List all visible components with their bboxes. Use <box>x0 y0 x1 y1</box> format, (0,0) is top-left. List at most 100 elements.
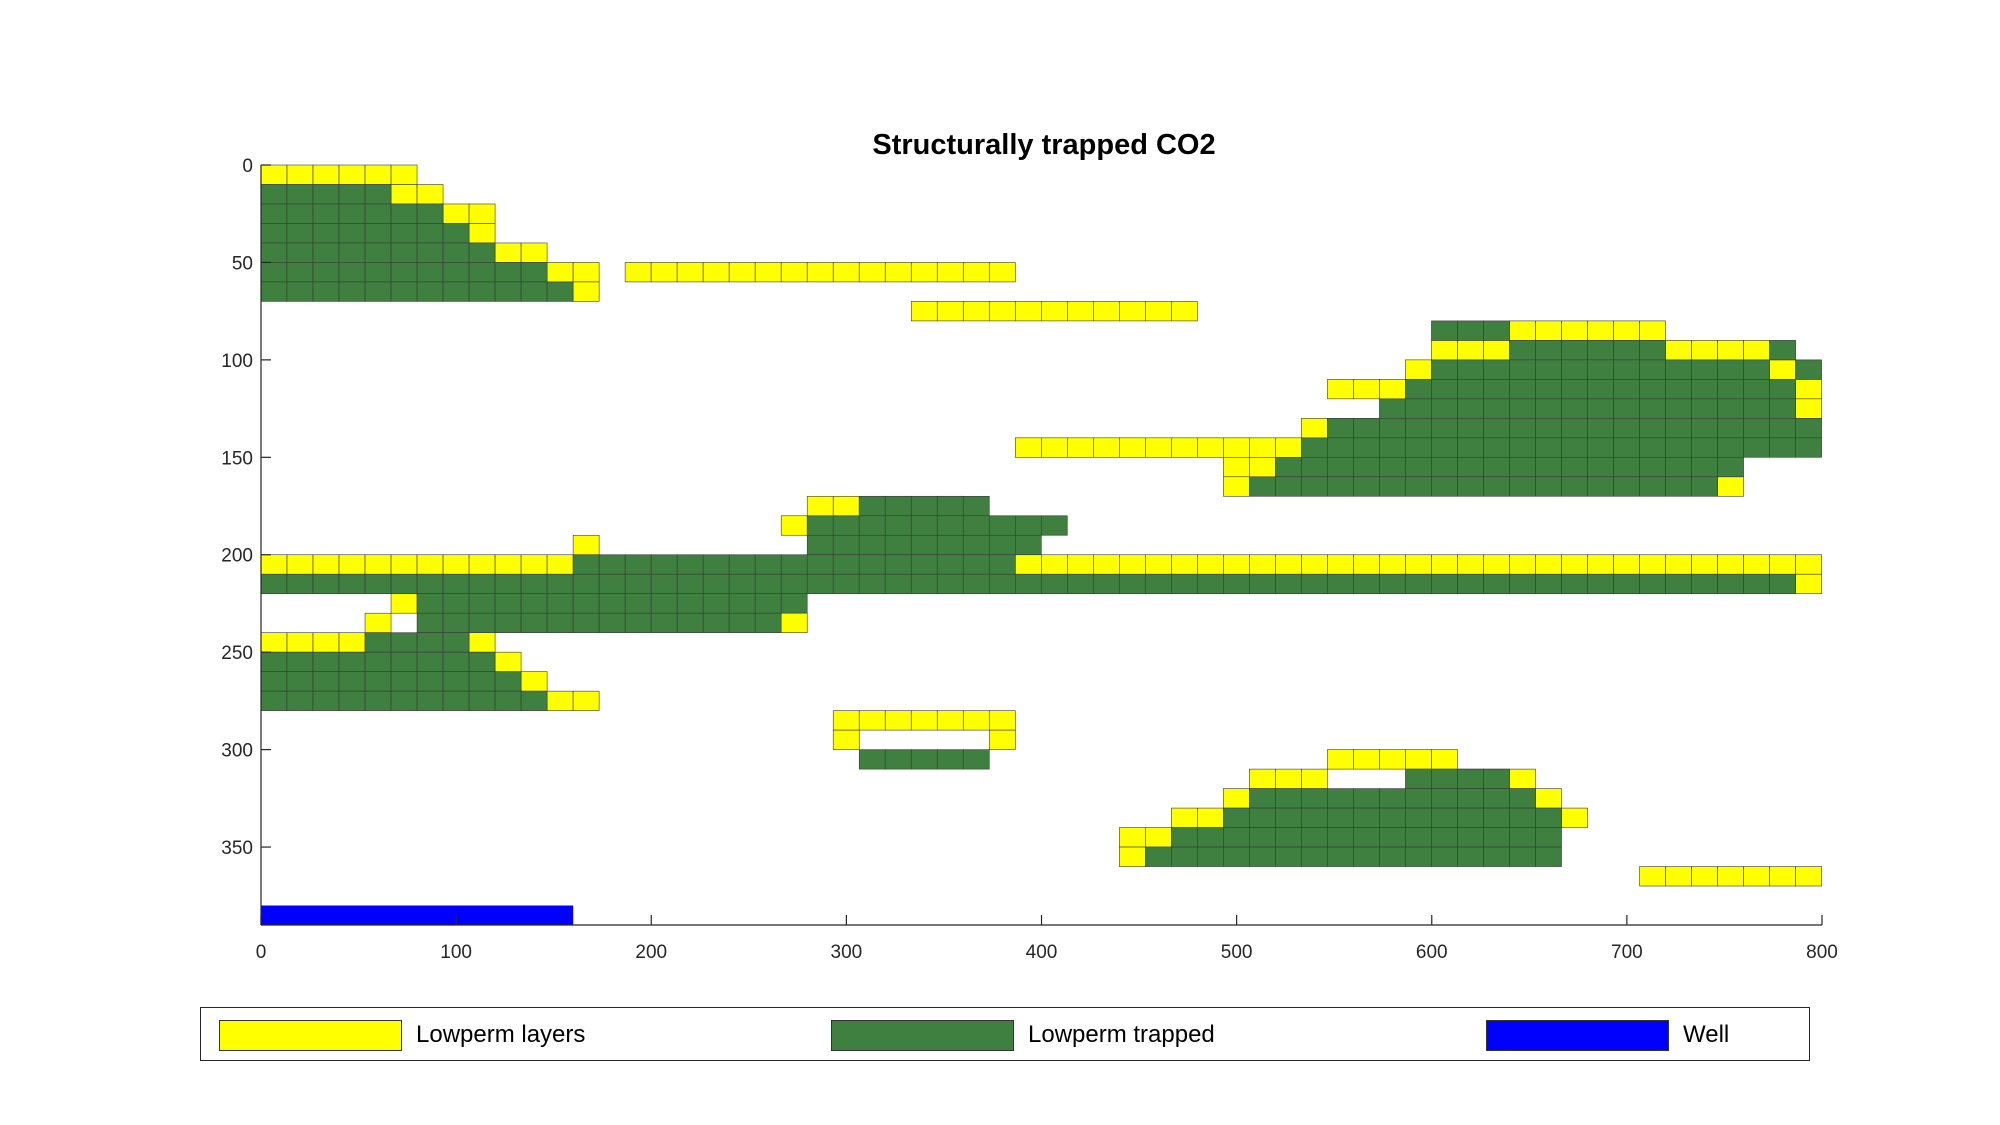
cell-lowperm-trapped <box>1535 457 1562 478</box>
cell-lowperm-layers <box>1561 320 1588 341</box>
cell-lowperm-trapped <box>988 573 1016 595</box>
cell-lowperm-trapped <box>468 612 496 633</box>
cell-lowperm-trapped <box>390 651 418 672</box>
cell-lowperm-trapped <box>1561 418 1588 439</box>
cell-lowperm-layers <box>1197 437 1224 458</box>
cell-lowperm-layers <box>988 710 1016 731</box>
cell-lowperm-trapped <box>1639 340 1666 361</box>
cell-lowperm-trapped <box>1171 573 1198 595</box>
cell-lowperm-layers <box>312 164 340 185</box>
cell-lowperm-trapped <box>1561 379 1588 400</box>
cell-lowperm-trapped <box>884 515 912 536</box>
cell-lowperm-trapped <box>1613 457 1640 478</box>
cell-lowperm-trapped <box>546 612 574 633</box>
cell-lowperm-layers <box>1249 437 1276 458</box>
legend-swatch-well <box>1486 1019 1669 1051</box>
cell-lowperm-trapped <box>1769 340 1796 361</box>
cell-lowperm-layers <box>390 593 418 614</box>
cell-lowperm-layers <box>1405 359 1432 380</box>
cell-lowperm-trapped <box>988 515 1016 536</box>
cell-lowperm-trapped <box>1509 476 1536 497</box>
cell-lowperm-trapped <box>1301 827 1328 848</box>
cell-lowperm-trapped <box>1587 359 1614 380</box>
cell-lowperm-trapped <box>1483 320 1510 341</box>
cell-lowperm-layers <box>1665 554 1692 575</box>
x-tick-label: 300 <box>831 942 863 963</box>
cell-lowperm-trapped <box>1275 846 1302 867</box>
cell-lowperm-trapped <box>364 184 392 205</box>
cell-lowperm-trapped <box>1353 573 1380 595</box>
cell-lowperm-layers <box>1223 554 1250 575</box>
cell-lowperm-trapped <box>1275 807 1302 828</box>
cell-lowperm-trapped <box>1249 827 1276 848</box>
cell-lowperm-trapped <box>442 573 470 595</box>
cell-lowperm-layers <box>1327 749 1354 770</box>
cell-lowperm-trapped <box>286 242 314 263</box>
cell-lowperm-trapped <box>1327 418 1354 439</box>
cell-lowperm-trapped <box>884 554 912 575</box>
cell-lowperm-trapped <box>884 573 912 595</box>
cell-lowperm-layers <box>390 554 418 575</box>
cell-lowperm-trapped <box>1353 807 1380 828</box>
cell-lowperm-trapped <box>1431 846 1458 867</box>
cell-lowperm-trapped <box>1379 398 1406 419</box>
chart-title: Structurally trapped CO2 <box>872 129 1215 161</box>
cell-lowperm-layers <box>832 495 860 517</box>
cell-lowperm-trapped <box>1249 807 1276 828</box>
cell-lowperm-trapped <box>1509 457 1536 478</box>
cell-lowperm-layers <box>260 164 288 185</box>
cell-lowperm-trapped <box>598 593 626 614</box>
cell-lowperm-layers <box>806 495 834 517</box>
cell-lowperm-trapped <box>260 223 288 244</box>
cell-lowperm-trapped <box>936 534 964 556</box>
legend-item-lowperm-trapped: Lowperm trapped <box>831 1008 1215 1062</box>
cell-lowperm-trapped <box>728 573 756 595</box>
cell-lowperm-trapped <box>910 749 938 770</box>
cell-lowperm-layers <box>520 242 548 263</box>
cell-lowperm-trapped <box>1379 807 1406 828</box>
cell-lowperm-layers <box>962 710 990 731</box>
cell-lowperm-trapped <box>286 223 314 244</box>
cell-lowperm-trapped <box>1457 807 1484 828</box>
cell-lowperm-trapped <box>260 203 288 224</box>
cell-lowperm-layers <box>936 301 964 322</box>
cell-lowperm-trapped <box>312 223 340 244</box>
cell-lowperm-layers <box>1639 320 1666 341</box>
cell-lowperm-trapped <box>442 262 470 283</box>
cell-lowperm-trapped <box>312 262 340 283</box>
cell-lowperm-layers <box>312 632 340 653</box>
cell-lowperm-layers <box>910 710 938 731</box>
cell-lowperm-layers <box>832 710 860 731</box>
cell-lowperm-trapped <box>468 671 496 692</box>
cell-lowperm-trapped <box>1353 437 1380 458</box>
legend-label-lowperm-layers: Lowperm layers <box>416 1021 586 1048</box>
cell-lowperm-trapped <box>1431 788 1458 809</box>
y-tick-label: 0 <box>242 156 253 177</box>
cell-lowperm-layers <box>1535 788 1562 809</box>
cell-lowperm-trapped <box>1457 418 1484 439</box>
cell-lowperm-layers <box>364 164 392 185</box>
cell-lowperm-trapped <box>1613 418 1640 439</box>
cell-lowperm-trapped <box>962 495 990 517</box>
cell-lowperm-trapped <box>1639 379 1666 400</box>
cell-lowperm-trapped <box>1535 573 1562 595</box>
cell-lowperm-trapped <box>1327 807 1354 828</box>
cell-lowperm-trapped <box>390 671 418 692</box>
cell-lowperm-trapped <box>572 612 600 633</box>
cell-lowperm-trapped <box>858 573 886 595</box>
cell-lowperm-layers <box>1691 554 1718 575</box>
cell-lowperm-layers <box>910 262 938 283</box>
y-tick-label: 100 <box>221 351 253 372</box>
cell-lowperm-layers <box>988 729 1016 750</box>
cell-lowperm-layers <box>1743 554 1770 575</box>
cell-lowperm-trapped <box>520 690 548 711</box>
cell-lowperm-layers <box>1483 340 1510 361</box>
cell-lowperm-trapped <box>312 651 340 672</box>
cell-lowperm-layers <box>1014 301 1042 322</box>
cell-lowperm-trapped <box>416 242 444 263</box>
cell-lowperm-layers <box>1613 554 1640 575</box>
well-bar <box>261 905 574 925</box>
cell-lowperm-layers <box>1041 437 1068 458</box>
cell-lowperm-trapped <box>1249 788 1276 809</box>
